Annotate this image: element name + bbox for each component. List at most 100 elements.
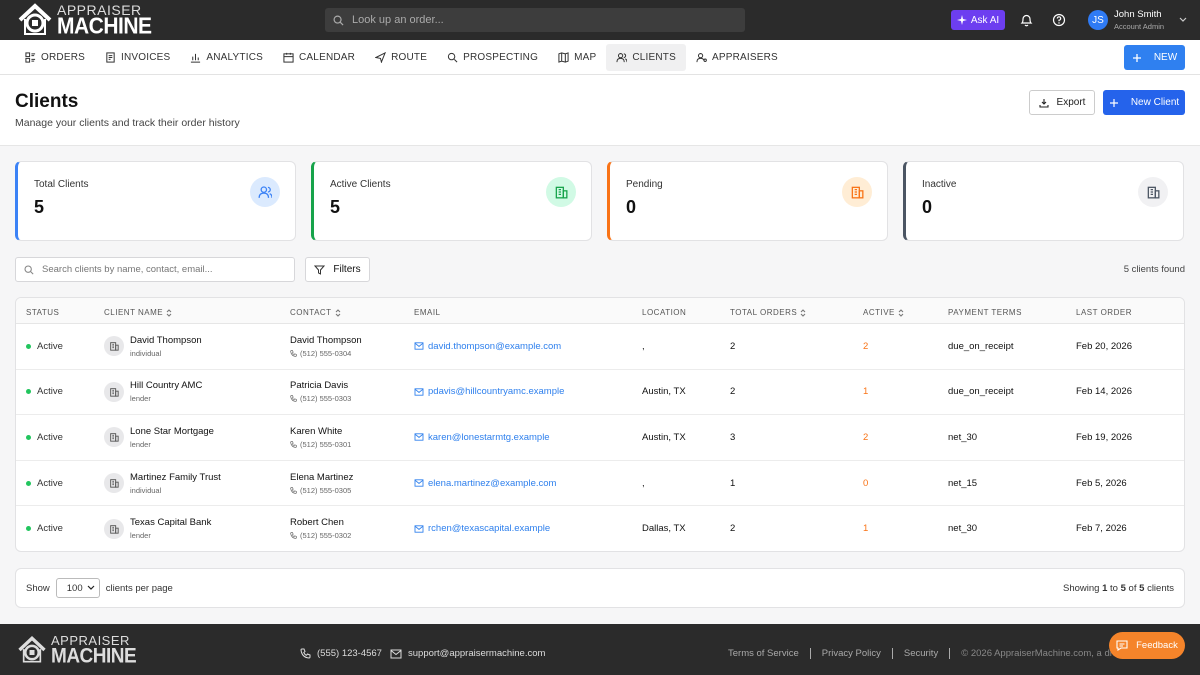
notifications-icon[interactable]: [1020, 13, 1033, 27]
email-link[interactable]: elena.martinez@example.com: [428, 477, 557, 489]
nav-item[interactable]: PROSPECTING: [437, 44, 548, 71]
sort-icon: [166, 308, 172, 317]
help-icon[interactable]: [1052, 13, 1066, 27]
search-icon: [333, 15, 344, 26]
last-order-cell: Feb 7, 2026: [1076, 506, 1127, 551]
phone-icon: [290, 350, 297, 357]
location: Austin, TX: [642, 431, 686, 443]
location-cell: Austin, TX: [642, 370, 686, 415]
per-page-select[interactable]: 100: [55, 578, 100, 598]
phone-text: (555) 123-4567: [317, 648, 382, 659]
phone-icon: [290, 532, 297, 539]
to-word: to: [1110, 582, 1118, 594]
column-title: TOTAL ORDERS: [730, 308, 798, 317]
status: Active: [37, 340, 63, 352]
icon: [1147, 186, 1160, 199]
contact-cell: David Thompson (512) 555-0304: [290, 324, 362, 369]
feedback-icon: [1116, 640, 1128, 651]
last-order: Feb 5, 2026: [1076, 477, 1127, 489]
search-placeholder: Look up an order...: [352, 14, 444, 26]
mail-icon: [414, 433, 424, 442]
mail-icon: [414, 479, 424, 487]
nav-icon: [283, 52, 294, 63]
status-cell: Active: [26, 461, 63, 506]
footer-link[interactable]: Terms of Service: [728, 648, 799, 659]
nav-item[interactable]: CLIENTS: [606, 43, 686, 71]
nav-icon: [558, 51, 569, 63]
email-cell: karen@lonestarmtg.example: [414, 415, 550, 460]
email-link[interactable]: david.thompson@example.com: [428, 340, 562, 352]
table-row[interactable]: Active Texas Capital Bank lender Robert Che…: [16, 506, 1184, 551]
footer-link[interactable]: Privacy Policy: [809, 648, 892, 659]
active-cell: 2: [863, 415, 868, 460]
new-client-button[interactable]: New Client: [1103, 90, 1185, 115]
logo-bottom: MACHINE: [51, 644, 137, 669]
client-search[interactable]: Search clients by name, contact, email..…: [15, 257, 295, 282]
contact-name: Elena Martinez: [290, 471, 354, 483]
location-cell: Austin, TX: [642, 415, 686, 460]
footer-link[interactable]: Security: [891, 648, 949, 659]
nav-label: CLIENTS: [632, 51, 676, 63]
filters-button[interactable]: Filters: [305, 257, 370, 282]
nav-item[interactable]: CALENDAR: [273, 44, 365, 71]
table-row[interactable]: Active Hill Country AMC lender Patricia Dav…: [16, 370, 1184, 416]
plus-icon: [1132, 53, 1141, 62]
phone-number: (512) 555-0303: [300, 394, 352, 404]
email-link[interactable]: rchen@texascapital.example: [428, 523, 551, 535]
last-order-cell: Feb 14, 2026: [1076, 370, 1132, 415]
client-cell: Hill Country AMC lender: [104, 370, 202, 415]
footer-email[interactable]: support@appraisermachine.com: [390, 648, 545, 659]
column-header[interactable]: ACTIVE: [863, 308, 904, 317]
user-menu[interactable]: JS John Smith Account Admin: [1088, 9, 1188, 31]
column-header[interactable]: TOTAL ORDERS: [730, 308, 806, 317]
new-button[interactable]: NEW: [1124, 45, 1185, 70]
status-cell: Active: [26, 370, 63, 415]
order-search[interactable]: Look up an order...: [325, 8, 745, 32]
export-label: Export: [1056, 97, 1086, 108]
status: Active: [37, 431, 63, 443]
nav-item[interactable]: INVOICES: [95, 44, 180, 71]
table-row[interactable]: Active David Thompson individual David Thom…: [16, 324, 1184, 370]
logo-text: APPRAISER MACHINE: [57, 3, 152, 38]
contact-name: Karen White: [290, 425, 343, 437]
nav-item[interactable]: MAP: [548, 44, 606, 71]
client-type: individual: [130, 348, 162, 358]
nav-item[interactable]: ANALYTICS: [180, 44, 273, 71]
logo[interactable]: APPRAISER MACHINE: [17, 3, 152, 38]
feedback-button[interactable]: Feedback: [1109, 632, 1185, 659]
nav-bar: ORDERS INVOICES ANALYTICS CALENDAR ROUTE PROS…: [0, 40, 1200, 75]
export-button[interactable]: Export: [1029, 90, 1095, 115]
nav-icon: [616, 52, 628, 62]
client-name: Texas Capital Bank: [130, 517, 212, 529]
ask-ai-button[interactable]: Ask AI: [951, 10, 1005, 30]
contact-name: David Thompson: [290, 334, 362, 346]
phone-number: (512) 555-0301: [300, 439, 352, 449]
column-header[interactable]: CLIENT NAME: [104, 308, 172, 317]
email-cell: david.thompson@example.com: [414, 324, 561, 369]
footer-phone[interactable]: (555) 123-4567: [300, 648, 382, 659]
client-info: Hill Country AMC lender: [130, 380, 202, 403]
client-type: individual: [130, 485, 162, 495]
nav-item[interactable]: ROUTE: [365, 44, 437, 71]
nav-label: ANALYTICS: [206, 51, 264, 63]
location: Austin, TX: [642, 386, 686, 398]
filters-label: Filters: [333, 264, 361, 275]
table-row[interactable]: Active Lone Star Mortgage lender Karen Whit…: [16, 415, 1184, 461]
table-row[interactable]: Active Martinez Family Trust individual Ele…: [16, 461, 1184, 507]
client-cell: Martinez Family Trust individual: [104, 461, 221, 506]
logo-text: APPRAISER MACHINE: [51, 634, 137, 669]
nav-item[interactable]: ORDERS: [15, 44, 95, 71]
user-name: John Smith: [1114, 9, 1162, 20]
stat-label: Active Clients: [330, 179, 391, 190]
column-header[interactable]: CONTACT: [290, 308, 341, 317]
payment-terms: due_on_receipt: [948, 386, 1014, 398]
status-dot: [26, 480, 31, 486]
new-label: NEW: [1153, 52, 1178, 63]
nav-item[interactable]: APPRAISERS: [686, 44, 788, 71]
email-link[interactable]: karen@lonestarmtg.example: [428, 431, 550, 443]
email-link[interactable]: pdavis@hillcountryamc.example: [428, 386, 565, 398]
status-dot: [26, 526, 31, 532]
nav-icon: [447, 52, 458, 62]
contact-cell: Robert Chen (512) 555-0302: [290, 506, 351, 551]
terms-cell: due_on_receipt: [948, 324, 1014, 369]
